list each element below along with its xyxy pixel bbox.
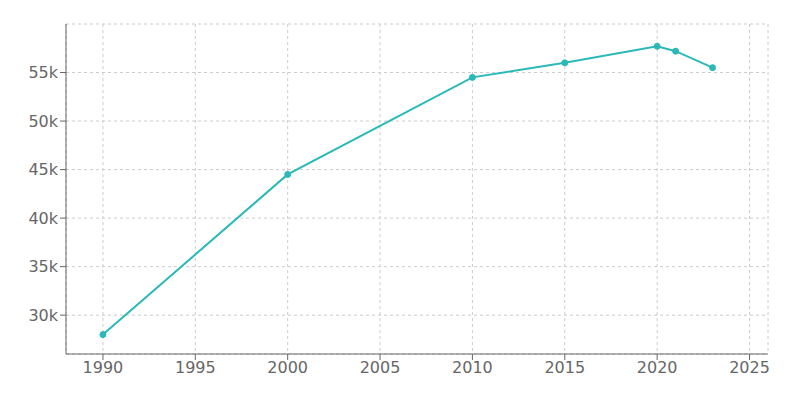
svg-text:35k: 35k	[28, 257, 58, 276]
svg-text:2025: 2025	[729, 358, 770, 377]
svg-text:1990: 1990	[83, 358, 124, 377]
svg-text:50k: 50k	[28, 112, 58, 131]
svg-text:2010: 2010	[452, 358, 493, 377]
svg-text:2005: 2005	[360, 358, 401, 377]
svg-text:30k: 30k	[28, 306, 58, 325]
svg-text:40k: 40k	[28, 209, 58, 228]
svg-text:2015: 2015	[544, 358, 585, 377]
svg-text:55k: 55k	[28, 63, 58, 82]
svg-text:2020: 2020	[637, 358, 678, 377]
svg-text:1995: 1995	[175, 358, 216, 377]
svg-text:2000: 2000	[267, 358, 308, 377]
svg-text:45k: 45k	[28, 160, 58, 179]
